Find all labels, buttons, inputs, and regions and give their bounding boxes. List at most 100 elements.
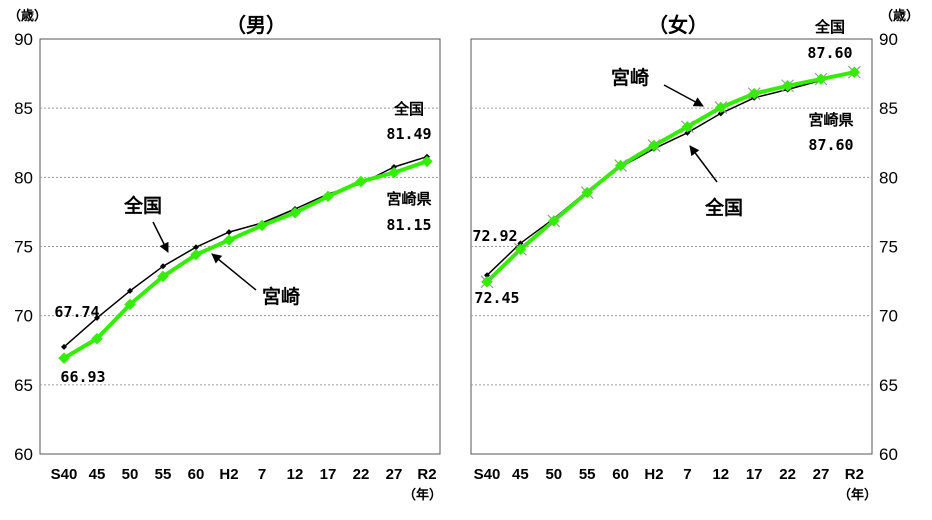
female-y-tick-label: 80 [879, 168, 898, 187]
female-x-tick-label: H2 [644, 466, 663, 483]
female-x-tick-label: 17 [746, 466, 763, 483]
female-national-point [717, 110, 724, 117]
female-miyazaki-point [681, 121, 694, 133]
female-miyazaki-point [548, 215, 560, 227]
male-national-point [61, 343, 67, 350]
male-x-tick-label: 22 [353, 466, 370, 483]
male-miyazaki-point [124, 298, 136, 311]
female-miyazaki-point [514, 243, 527, 255]
male-miyazaki-point [58, 352, 70, 364]
female-miyazaki-point [748, 87, 760, 100]
male-national-point [226, 229, 232, 236]
male-x-tick-label: R2 [417, 466, 436, 483]
male-y-tick-label: 90 [14, 30, 33, 49]
male-y-tick-label: 85 [14, 99, 33, 118]
male-y-tick-label: 70 [14, 307, 33, 326]
male-y-tick-label: 65 [14, 376, 33, 395]
female-x-tick-label: 50 [545, 466, 562, 483]
female-pref-end-value: 87.60 [808, 136, 853, 154]
female-miyazaki-point [781, 80, 794, 92]
male-national-start-value: 67.74 [54, 303, 99, 321]
male-x-tick-label: 50 [122, 466, 139, 483]
male-y-unit: （歳） [8, 8, 47, 24]
male-miyazaki-point [223, 234, 235, 246]
female-y-unit: （歳） [880, 8, 919, 24]
female-y-tick-label: 70 [879, 307, 898, 326]
female-x-tick-label: S40 [474, 466, 501, 483]
male-chart-title: （男） [226, 13, 286, 37]
male-y-ticks: 60 65 70 75 80 85 90 [14, 30, 33, 464]
male-pref-start-value: 66.93 [60, 368, 105, 386]
female-x-ticks: S40 45 50 55 60 H2 7 12 17 22 27 R2 [474, 466, 864, 483]
male-national-end-name: 全国 [393, 100, 424, 118]
male-national-point [193, 244, 199, 251]
male-y-tick-label: 60 [14, 445, 33, 464]
female-x-tick-label: 7 [683, 466, 691, 483]
male-national-end-value: 81.49 [386, 125, 431, 143]
male-miyazaki-point [322, 190, 334, 203]
female-y-tick-label: 75 [879, 238, 898, 257]
female-miyazaki-label: 宮崎 [611, 66, 649, 89]
male-miyazaki-point [157, 270, 169, 283]
male-pref-end-value: 81.15 [386, 216, 431, 234]
female-chart-title: （女） [648, 13, 708, 37]
male-national-point [160, 263, 166, 270]
male-x-tick-label: 7 [258, 466, 266, 483]
male-national-arrow [152, 221, 169, 253]
female-x-tick-label: 60 [612, 466, 629, 483]
female-national-point [684, 129, 691, 136]
female-national-arrow [689, 145, 718, 183]
female-miyazaki-point [715, 101, 727, 114]
female-miyazaki-point [848, 66, 861, 78]
female-y-tick-label: 65 [879, 376, 898, 395]
male-x-tick-label: 45 [89, 466, 106, 483]
male-miyazaki-point [289, 207, 301, 219]
male-national-label: 全国 [123, 194, 162, 217]
female-y-tick-label: 60 [879, 445, 898, 464]
female-y-tick-label: 85 [879, 99, 898, 118]
female-x-tick-label: 45 [512, 466, 529, 483]
male-x-ticks: S40 45 50 55 60 H2 7 12 17 22 27 R2 [51, 466, 437, 483]
female-x-tick-label: 55 [579, 466, 596, 483]
female-pref-start-value: 72.45 [474, 289, 519, 307]
female-x-tick-label: 22 [779, 466, 796, 483]
female-national-point [517, 240, 524, 247]
male-national-point [94, 314, 100, 321]
male-x-tick-label: 27 [386, 466, 403, 483]
female-x-tick-label: R2 [845, 466, 864, 483]
female-series-group [480, 65, 861, 289]
male-y-tick-label: 75 [14, 238, 33, 257]
male-miyazaki-point [190, 248, 202, 261]
male-national-point [127, 287, 133, 294]
male-series-group [58, 153, 433, 364]
male-x-tick-label: H2 [219, 466, 238, 483]
male-pref-end-name: 宮崎県 [386, 190, 431, 208]
female-national-end-value: 87.60 [807, 44, 852, 62]
male-x-unit: （年） [403, 487, 442, 503]
female-x-unit: （年） [838, 487, 877, 503]
male-x-tick-label: 12 [287, 466, 304, 483]
female-national-end-name: 全国 [814, 18, 845, 36]
female-miyazaki-point [481, 276, 493, 288]
male-miyazaki-point [256, 219, 268, 232]
female-miyazaki-point [815, 73, 827, 85]
male-y-tick-label: 80 [14, 168, 33, 187]
female-national-point [484, 272, 490, 279]
male-miyazaki-arrow [211, 253, 257, 291]
female-miyazaki-arrow [663, 84, 704, 107]
female-pref-end-name: 宮崎県 [808, 111, 853, 129]
female-y-ticks: 60 65 70 75 80 85 90 [879, 30, 898, 464]
male-x-tick-label: S40 [51, 466, 78, 483]
male-x-tick-label: 17 [320, 466, 337, 483]
female-miyazaki-point [614, 159, 627, 172]
male-series-line-miyazaki [62, 159, 428, 360]
male-miyazaki-point [355, 175, 367, 188]
female-national-start-value: 72.92 [472, 227, 517, 245]
female-miyazaki-point [581, 186, 593, 199]
female-x-tick-label: 27 [813, 466, 830, 483]
female-series-line-national [486, 71, 855, 276]
male-miyazaki-point [421, 155, 433, 168]
